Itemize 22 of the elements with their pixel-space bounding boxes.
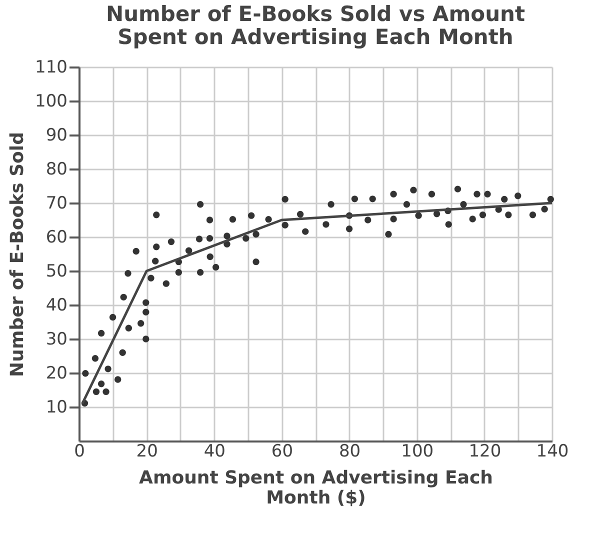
y-tick-label: 60 [46, 228, 68, 248]
y-tick-label: 40 [46, 296, 68, 316]
x-tick-label: 120 [468, 442, 502, 462]
y-tick-label: 50 [46, 262, 68, 282]
y-tick-label: 100 [35, 92, 68, 112]
y-axis-title: Number of E-Books Sold [7, 132, 28, 377]
x-tick-label: 40 [204, 442, 226, 462]
x-tick-label: 20 [136, 442, 158, 462]
y-tick-label: 20 [46, 364, 68, 384]
chart-title: Number of E-Books Sold vs Amount Spent on Advertising Each Month [106, 2, 526, 49]
x-tick-label: 80 [338, 442, 361, 462]
y-tick-label: 80 [46, 160, 68, 180]
x-tick-label: 140 [536, 442, 569, 462]
x-tick-label: 60 [271, 442, 294, 462]
x-axis-title: Amount Spent on Advertising Each Month ($) [139, 468, 493, 508]
y-tick-label: 110 [35, 58, 68, 78]
y-tick-label: 30 [46, 330, 68, 350]
y-tick-label: 90 [46, 126, 68, 146]
x-tick-label: 100 [401, 442, 434, 462]
x-tick-label: 0 [74, 442, 85, 462]
y-tick-label: 70 [46, 194, 68, 214]
y-tick-label: 10 [46, 398, 68, 418]
